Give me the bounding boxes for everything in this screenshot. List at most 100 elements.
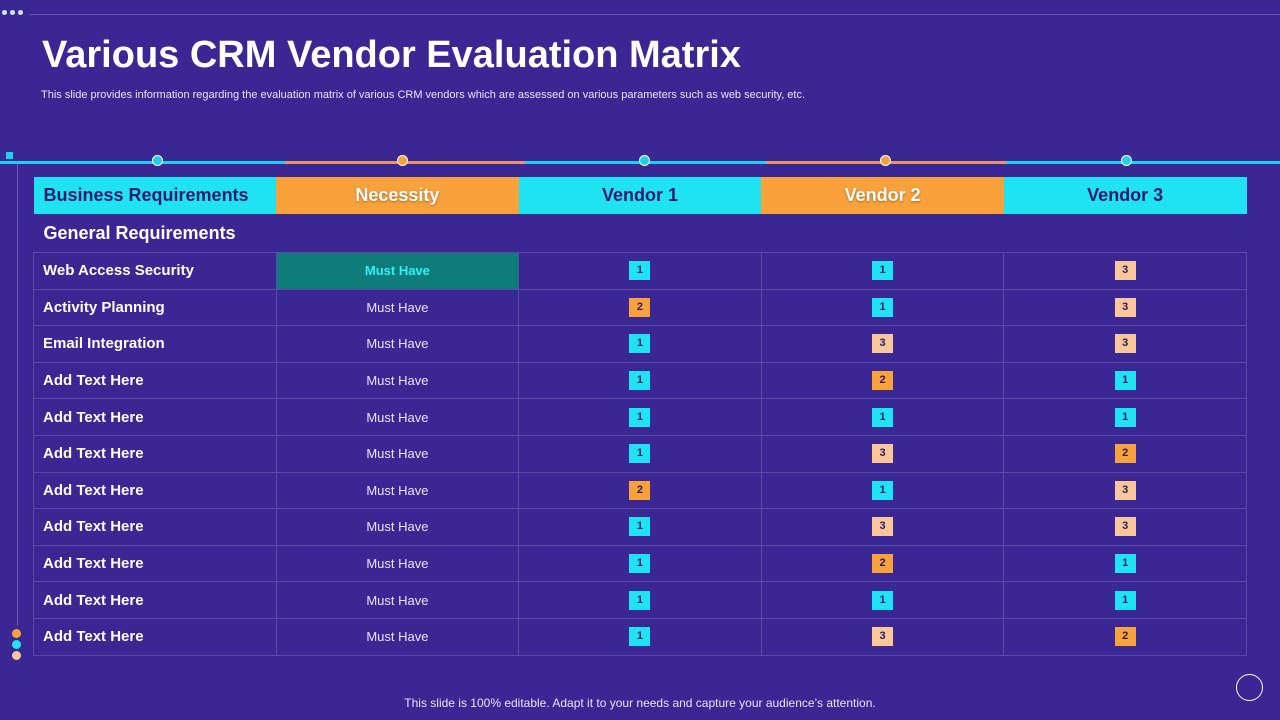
vendor-2-cell: 2 — [760, 361, 1005, 400]
table-row: Add Text Here Must Have 1 3 2 — [33, 434, 1247, 473]
table-row: Add Text Here Must Have 1 1 1 — [33, 581, 1247, 619]
vendor-3-cell: 1 — [1003, 581, 1247, 619]
score-badge: 3 — [1114, 297, 1136, 317]
requirement-cell: Add Text Here — [33, 361, 277, 400]
vendor-1-cell: 2 — [518, 288, 762, 327]
score-badge: 1 — [629, 407, 651, 427]
requirement-cell: Add Text Here — [33, 398, 277, 436]
score-badge: 1 — [1114, 554, 1136, 574]
vendor-2-cell: 1 — [760, 471, 1005, 510]
vendor-3-cell: 3 — [1003, 471, 1247, 510]
header-vendor-3: Vendor 3 — [1003, 177, 1247, 214]
vendor-1-cell: 1 — [518, 325, 762, 363]
timeline-dot — [397, 155, 408, 166]
requirement-cell: Add Text Here — [33, 508, 277, 546]
requirement-cell: Email Integration — [33, 325, 277, 363]
requirement-cell: Web Access Security — [33, 252, 277, 290]
table-row: Activity Planning Must Have 2 1 3 — [33, 288, 1247, 327]
necessity-cell: Must Have — [275, 252, 520, 290]
score-badge: 1 — [872, 480, 894, 500]
score-badge: 1 — [629, 261, 651, 281]
timeline-dot — [639, 155, 650, 166]
left-side-dots-decoration — [12, 629, 21, 660]
score-badge: 2 — [629, 297, 651, 317]
vendor-3-cell: 3 — [1003, 288, 1247, 327]
necessity-cell: Must Have — [275, 361, 520, 400]
score-badge: 2 — [872, 371, 894, 391]
vendor-2-cell: 2 — [760, 544, 1005, 583]
necessity-cell: Must Have — [275, 434, 520, 473]
vendor-3-cell: 3 — [1003, 252, 1247, 290]
necessity-cell: Must Have — [275, 471, 520, 510]
header-necessity: Necessity — [276, 177, 519, 214]
vendor-2-cell: 1 — [760, 581, 1005, 619]
table-row: Add Text Here Must Have 1 1 1 — [33, 398, 1247, 436]
footer-note: This slide is 100% editable. Adapt it to… — [404, 696, 876, 710]
page-title: Various CRM Vendor Evaluation Matrix — [42, 34, 741, 76]
corner-circle-decoration — [1236, 674, 1263, 701]
vendor-3-cell: 1 — [1003, 361, 1247, 400]
score-badge: 2 — [872, 554, 894, 574]
score-badge: 1 — [629, 554, 651, 574]
vendor-3-cell: 1 — [1003, 398, 1247, 436]
necessity-cell: Must Have — [275, 398, 520, 436]
necessity-cell: Must Have — [275, 325, 520, 363]
vendor-1-cell: 2 — [518, 471, 762, 510]
vendor-3-cell: 3 — [1003, 508, 1247, 546]
necessity-cell: Must Have — [275, 508, 520, 546]
score-badge: 1 — [629, 444, 651, 464]
header-vendor-2: Vendor 2 — [761, 177, 1004, 214]
requirement-cell: Add Text Here — [33, 617, 277, 656]
left-vertical-line — [17, 164, 18, 626]
timeline-start-square — [6, 152, 13, 159]
score-badge: 1 — [1114, 371, 1136, 391]
score-badge: 1 — [629, 334, 651, 354]
requirement-cell: Add Text Here — [33, 471, 277, 510]
requirement-cell: Activity Planning — [33, 288, 277, 327]
score-badge: 3 — [1114, 261, 1136, 281]
vendor-2-cell: 1 — [760, 288, 1005, 327]
score-badge: 2 — [1114, 444, 1136, 464]
score-badge: 1 — [872, 590, 894, 610]
top-left-dots-decoration — [2, 10, 23, 15]
table-row: Add Text Here Must Have 1 2 1 — [33, 361, 1247, 400]
score-badge: 1 — [1114, 590, 1136, 610]
score-badge: 3 — [872, 517, 894, 537]
header-vendor-1: Vendor 1 — [518, 177, 762, 214]
requirement-cell: Add Text Here — [33, 434, 277, 473]
vendor-1-cell: 1 — [518, 398, 762, 436]
top-divider-line — [30, 14, 1280, 15]
score-badge: 1 — [872, 297, 894, 317]
necessity-cell: Must Have — [275, 581, 520, 619]
score-badge: 3 — [872, 444, 894, 464]
table-row: Add Text Here Must Have 1 3 3 — [33, 508, 1247, 546]
vendor-2-cell: 3 — [760, 508, 1005, 546]
vendor-3-cell: 2 — [1003, 617, 1247, 656]
score-badge: 1 — [629, 371, 651, 391]
page-subtitle: This slide provides information regardin… — [41, 89, 806, 101]
score-badge: 2 — [1114, 627, 1136, 647]
score-badge: 1 — [629, 590, 651, 610]
vendor-2-cell: 3 — [760, 617, 1005, 656]
vendor-1-cell: 1 — [518, 361, 762, 400]
vendor-1-cell: 1 — [518, 252, 762, 290]
score-badge: 1 — [629, 517, 651, 537]
vendor-3-cell: 3 — [1003, 325, 1247, 363]
table-row: Web Access Security Must Have 1 1 3 — [33, 252, 1247, 290]
table-row: Add Text Here Must Have 2 1 3 — [33, 471, 1247, 510]
timeline-dot — [880, 155, 891, 166]
vendor-1-cell: 1 — [518, 508, 762, 546]
vendor-1-cell: 1 — [518, 434, 762, 473]
necessity-cell: Must Have — [275, 617, 520, 656]
score-badge: 1 — [872, 261, 894, 281]
timeline-dot — [1121, 155, 1132, 166]
score-badge: 3 — [1114, 480, 1136, 500]
table-row: Add Text Here Must Have 1 3 2 — [33, 617, 1247, 656]
vendor-2-cell: 1 — [760, 398, 1005, 436]
vendor-1-cell: 1 — [518, 617, 762, 656]
score-badge: 1 — [1114, 407, 1136, 427]
timeline-dot — [152, 155, 163, 166]
table-header-row: Business Requirements Necessity Vendor 1… — [33, 177, 1247, 214]
score-badge: 1 — [872, 407, 894, 427]
requirement-cell: Add Text Here — [33, 544, 277, 583]
